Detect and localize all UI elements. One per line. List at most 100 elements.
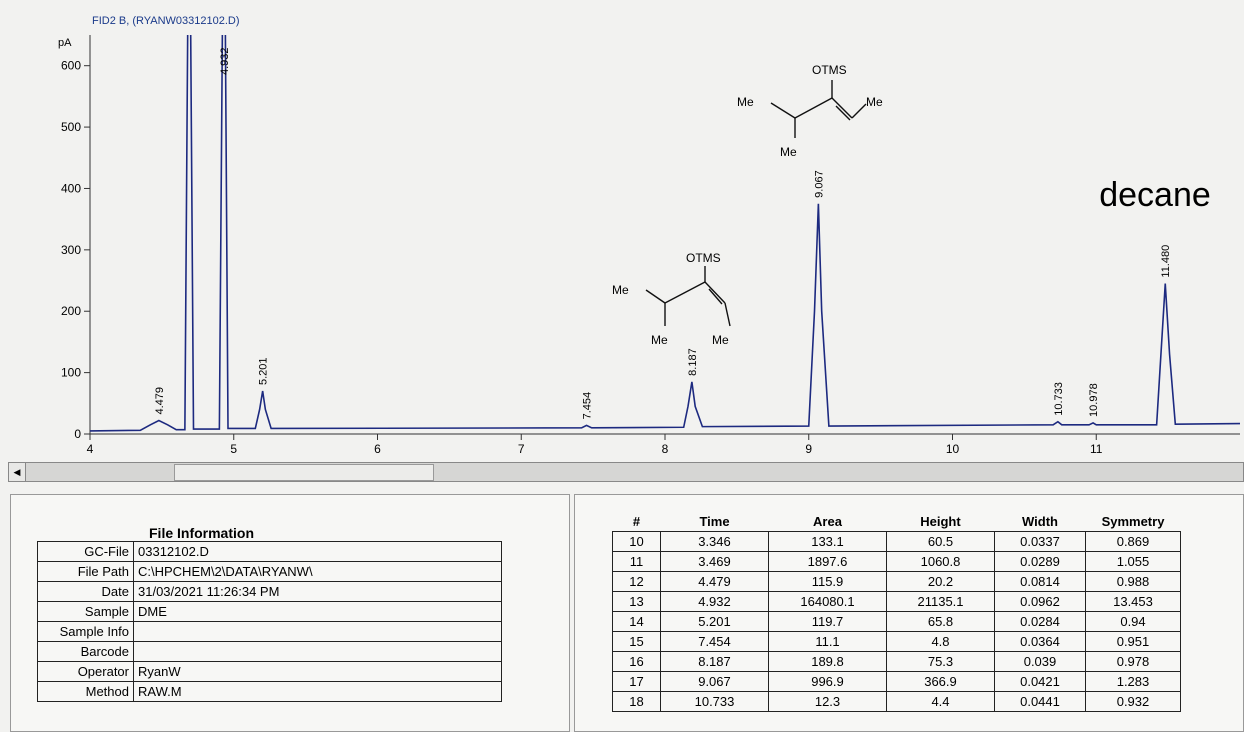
table-cell: 164080.1 [769, 592, 887, 612]
field-value: DME [134, 602, 502, 622]
table-cell: 0.0441 [995, 692, 1086, 712]
scroll-left-button[interactable]: ◀ [9, 463, 26, 481]
field-label: Sample Info [38, 622, 134, 642]
peak-table: #TimeAreaHeightWidthSymmetry103.346133.1… [612, 512, 1181, 712]
y-axis-label: pA [58, 37, 72, 49]
x-tick-label: 7 [518, 442, 525, 456]
table-cell: 4.479 [661, 572, 769, 592]
table-cell: 9.067 [661, 672, 769, 692]
table-cell: 0.0814 [995, 572, 1086, 592]
structure-label: Me [651, 333, 668, 347]
column-header: Time [661, 512, 769, 532]
table-row: Barcode [38, 642, 502, 662]
table-cell: 7.454 [661, 632, 769, 652]
table-cell: 13.453 [1086, 592, 1181, 612]
table-cell: 0.039 [995, 652, 1086, 672]
chart-title: FID2 B, (RYANW03312102.D) [92, 15, 240, 27]
field-value: C:\HPCHEM\2\DATA\RYANW\ [134, 562, 502, 582]
x-tick-label: 9 [805, 442, 812, 456]
table-cell: 0.0337 [995, 532, 1086, 552]
x-tick-label: 8 [662, 442, 669, 456]
table-cell: 0.0284 [995, 612, 1086, 632]
table-row: Date31/03/2021 11:26:34 PM [38, 582, 502, 602]
x-tick-label: 11 [1090, 442, 1103, 456]
structure-label: OTMS [686, 251, 721, 265]
panel-title: File Information [149, 525, 254, 541]
table-cell: 0.978 [1086, 652, 1181, 672]
table-row: MethodRAW.M [38, 682, 502, 702]
table-cell: 60.5 [887, 532, 995, 552]
table-cell: 1897.6 [769, 552, 887, 572]
field-label: Sample [38, 602, 134, 622]
table-cell: 119.7 [769, 612, 887, 632]
field-value [134, 622, 502, 642]
table-cell: 18 [613, 692, 661, 712]
table-cell: 1060.8 [887, 552, 995, 572]
structure-label: Me [866, 95, 883, 109]
column-header: Width [995, 512, 1086, 532]
table-cell: 0.869 [1086, 532, 1181, 552]
table-cell: 366.9 [887, 672, 995, 692]
field-label: Method [38, 682, 134, 702]
page: FID2 B, (RYANW03312102.D) pA decane OTMS… [0, 0, 1244, 732]
table-cell: 21135.1 [887, 592, 995, 612]
chart: FID2 B, (RYANW03312102.D) pA decane OTMS… [0, 0, 1244, 460]
x-tick-label: 6 [374, 442, 381, 456]
peak-label: 9.067 [813, 170, 825, 198]
table-cell: 1.055 [1086, 552, 1181, 572]
field-label: Operator [38, 662, 134, 682]
y-tick-label: 600 [61, 59, 81, 73]
field-label: Barcode [38, 642, 134, 662]
table-cell: 3.346 [661, 532, 769, 552]
table-cell: 16 [613, 652, 661, 672]
field-value [134, 642, 502, 662]
table-cell: 17 [613, 672, 661, 692]
y-tick-label: 200 [61, 304, 81, 318]
table-cell: 11 [613, 552, 661, 572]
table-cell: 65.8 [887, 612, 995, 632]
table-row: Sample Info [38, 622, 502, 642]
table-cell: 4.4 [887, 692, 995, 712]
table-cell: 0.932 [1086, 692, 1181, 712]
table-cell: 4.8 [887, 632, 995, 652]
table-cell: 75.3 [887, 652, 995, 672]
table-cell: 0.951 [1086, 632, 1181, 652]
structure: OTMS Me Me Me [737, 63, 883, 159]
peak-label: 4.479 [154, 387, 166, 415]
table-cell: 1.283 [1086, 672, 1181, 692]
peak-label: 7.454 [582, 392, 594, 420]
table-cell: 5.201 [661, 612, 769, 632]
table-cell: 10 [613, 532, 661, 552]
table-cell: 4.932 [661, 592, 769, 612]
file-info-table: GC-File03312102.DFile PathC:\HPCHEM\2\DA… [37, 541, 502, 702]
field-value: RyanW [134, 662, 502, 682]
table-cell: 189.8 [769, 652, 887, 672]
structure-label: OTMS [812, 63, 847, 77]
table-cell: 12 [613, 572, 661, 592]
table-cell: 15 [613, 632, 661, 652]
scrollbar[interactable]: ◀ [8, 462, 1244, 482]
table-cell: 8.187 [661, 652, 769, 672]
field-value: 03312102.D [134, 542, 502, 562]
x-tick-label: 10 [946, 442, 960, 456]
table-cell: 0.0289 [995, 552, 1086, 572]
y-tick-label: 400 [61, 181, 81, 195]
table-cell: 115.9 [769, 572, 887, 592]
x-tick-label: 4 [87, 442, 94, 456]
peak-label: 8.187 [687, 348, 699, 376]
scroll-thumb[interactable] [174, 464, 434, 481]
y-tick-label: 300 [61, 243, 81, 257]
y-tick-label: 500 [61, 120, 81, 134]
table-cell: 0.94 [1086, 612, 1181, 632]
annotation: decane [1099, 176, 1211, 214]
